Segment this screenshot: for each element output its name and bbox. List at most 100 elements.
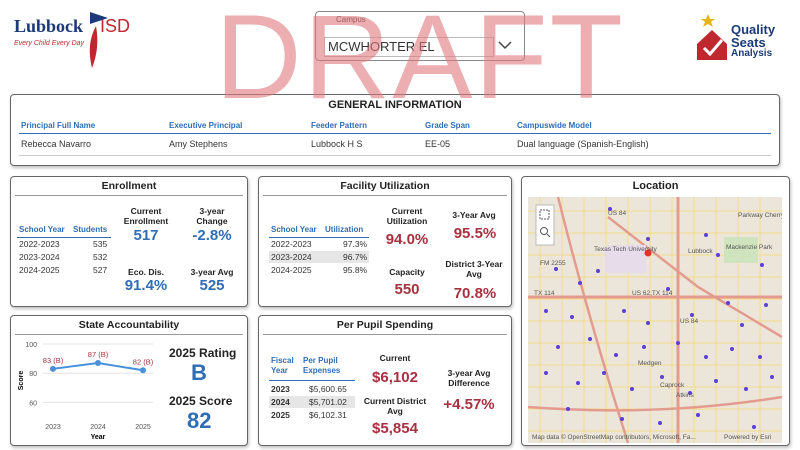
y-tick-label: 60: [29, 400, 37, 407]
district-suffix: ISD: [100, 16, 131, 36]
district-tagline: Every Child Every Day: [14, 40, 85, 47]
info-value: Lubbock H S: [311, 139, 363, 149]
x-tick-label: 2025: [135, 424, 151, 431]
table-cell: 97.3%: [343, 239, 368, 249]
school-point: [744, 387, 748, 391]
kpi-label: 3-year Avg Difference: [447, 368, 491, 388]
score-label: 2025 Score: [169, 394, 233, 408]
y-tick-label: 80: [29, 371, 37, 378]
map-label: US 84: [680, 318, 698, 325]
table-cell: 95.8%: [343, 265, 368, 275]
school-point: [666, 287, 670, 291]
kpi-label: Current Utilization: [386, 206, 428, 226]
select-tool[interactable]: [539, 209, 550, 220]
map-label: Caprock: [660, 382, 685, 389]
map-label: FM 2255: [540, 260, 566, 267]
row-rule: [19, 155, 771, 156]
panel-title: Enrollment: [101, 180, 157, 192]
kpi-label: 3-Year Avg: [452, 210, 496, 220]
accountability-panel: State Accountability 60 80 100 Score Year 202…: [10, 315, 248, 446]
kpi-label: Current District Avg: [363, 396, 427, 416]
score-point: [140, 367, 146, 374]
school-point: [554, 267, 558, 271]
panel-title: GENERAL INFORMATION: [328, 99, 462, 111]
kpi-label: District 3-Year Avg: [445, 259, 503, 279]
school-point: [576, 381, 580, 385]
district-logo-figure: [89, 12, 108, 68]
map-powered-by: Powered by Esri: [724, 434, 772, 441]
title-rule: [263, 334, 507, 335]
school-point: [690, 313, 694, 317]
kpi-label: Eco. Dis.: [128, 267, 164, 277]
kpi-value: +4.57%: [443, 396, 495, 413]
kpi-value: 550: [394, 281, 420, 298]
school-point: [614, 353, 618, 357]
dropdown-chevron[interactable]: [498, 40, 512, 50]
school-point: [602, 371, 606, 375]
data-label: 87 (B): [88, 350, 109, 359]
row-stripe: [269, 396, 355, 408]
x-tick-label: 2023: [45, 424, 61, 431]
rating-label: 2025 Rating: [169, 346, 237, 360]
campus-dropdown[interactable]: Campus MCWHORTER EL: [315, 11, 525, 61]
table-cell: 535: [93, 239, 108, 249]
info-value: Amy Stephens: [169, 139, 228, 149]
map-park: [724, 237, 758, 263]
map[interactable]: US 84 Texas Tech University Lubbock FM 2255…: [528, 197, 782, 443]
spending-panel: Per Pupil Spending Fiscal Year Per Pupil…: [258, 315, 512, 446]
table-cell: $5,600.65: [309, 384, 347, 394]
map-label: Texas Tech University: [594, 246, 657, 253]
title-rule: [15, 195, 243, 196]
school-point: [716, 253, 720, 257]
school-point: [660, 375, 664, 379]
data-label: 83 (B): [43, 356, 64, 365]
table-cell: $5,701.02: [309, 397, 347, 407]
school-point: [646, 321, 650, 325]
campus-field[interactable]: [324, 37, 494, 57]
info-value: EE-05: [425, 139, 451, 149]
table-header: Fiscal Year: [271, 356, 294, 375]
kpi-label: Current: [379, 353, 411, 363]
x-tick-label: 2024: [90, 424, 106, 431]
school-point: [646, 237, 650, 241]
table-cell: $6,102.31: [309, 410, 347, 420]
school-point: [608, 207, 612, 211]
map-toolbar[interactable]: [535, 204, 555, 246]
title-rule: [263, 195, 507, 196]
search-tool-handle: [546, 233, 551, 238]
search-tool[interactable]: [540, 227, 548, 235]
brand-line: Seats: [731, 35, 766, 50]
map-label: Medgen: [638, 360, 662, 367]
school-point: [726, 301, 730, 305]
rating-value: B: [191, 360, 207, 385]
school-point: [578, 281, 582, 285]
school-point: [596, 269, 600, 273]
school-point: [556, 345, 560, 349]
table-cell: 2023: [271, 384, 290, 394]
kpi-value: 517: [133, 227, 159, 244]
school-point: [764, 303, 768, 307]
table-cell: 2025: [271, 410, 290, 420]
school-point: [588, 337, 592, 341]
map-highway: [556, 197, 630, 443]
map-label: Mackenzie Park: [726, 244, 773, 251]
panel-title: State Accountability: [78, 319, 180, 331]
school-point: [676, 341, 680, 345]
table-cell: 2024: [271, 397, 290, 407]
column-header: Principal Full Name: [21, 121, 96, 130]
school-point: [730, 347, 734, 351]
school-point: [752, 425, 756, 429]
school-point: [714, 379, 718, 383]
kpi-label: 3-year Change: [196, 206, 228, 226]
school-point: [740, 323, 744, 327]
kpi-value: 70.8%: [453, 285, 497, 302]
campus-label: Campus: [336, 15, 366, 24]
school-point: [544, 309, 548, 313]
row-stripe: [269, 251, 369, 263]
school-point: [770, 375, 774, 379]
kpi-value: $5,854: [372, 420, 418, 437]
y-tick-label: 100: [25, 342, 37, 349]
column-header: Grade Span: [425, 121, 470, 130]
info-value: Rebecca Navarro: [21, 139, 92, 149]
